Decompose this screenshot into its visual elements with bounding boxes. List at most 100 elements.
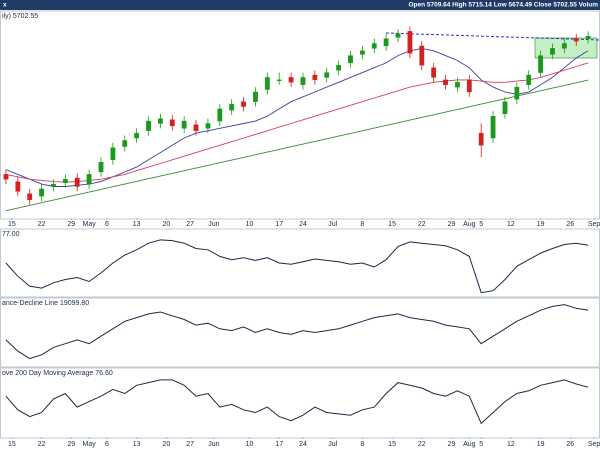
x-tick-label: 10 [246, 441, 254, 448]
candle-body [407, 31, 413, 54]
candle-body [288, 77, 294, 83]
candle-body [419, 45, 425, 66]
candle-body [455, 82, 460, 88]
x-tick-label: 17 [275, 221, 283, 228]
candle-body [336, 65, 342, 71]
candle-body [359, 50, 365, 55]
candle-body [514, 86, 520, 100]
moving-average [5, 62, 589, 183]
candle-body [573, 38, 579, 42]
x-tick-label: 13 [133, 221, 141, 228]
x-tick-label: 15 [8, 221, 16, 228]
x-tick-label: 27 [186, 221, 194, 228]
x-tick-label: 5 [479, 441, 483, 448]
panel-title: ily) 5702.55 [2, 13, 38, 20]
x-tick-label: 24 [299, 441, 307, 448]
candle-body [39, 188, 44, 197]
panel-title: ove 200 Day Moving Average 76.60 [2, 370, 113, 377]
x-tick-label: 17 [275, 441, 283, 448]
trend-line [385, 32, 600, 41]
x-tick-label: 5 [479, 221, 483, 228]
candle-body [205, 123, 211, 129]
candle-body [253, 91, 258, 102]
candle-body [15, 181, 21, 192]
x-tick-label: 10 [246, 221, 254, 228]
x-tick-label: 29 [67, 221, 75, 228]
candle-body [324, 72, 330, 78]
candle-body [3, 174, 9, 180]
x-tick-label: 15 [388, 221, 396, 228]
x-tick-label: 13 [133, 441, 141, 448]
candle-body [169, 119, 175, 127]
candle-body [134, 132, 140, 139]
candle-body [561, 43, 567, 49]
candle-body [466, 79, 472, 93]
x-tick-label: 24 [299, 221, 307, 228]
x-tick-label: 26 [566, 221, 574, 228]
indicator-line [5, 379, 589, 425]
candle-body [110, 147, 116, 161]
x-tick-label: 15 [388, 441, 396, 448]
candle-body [241, 101, 246, 107]
panel-frame [0, 297, 600, 368]
candle-body [264, 77, 270, 90]
x-tick-label: 15 [8, 441, 16, 448]
candle-body [478, 132, 484, 146]
x-tick-label: 19 [537, 441, 545, 448]
x-tick-label: Jun [208, 441, 219, 448]
x-tick-label: 8 [360, 221, 364, 228]
moving-average [5, 79, 589, 212]
x-tick-label: 6 [105, 441, 109, 448]
x-tick-label: Aug [463, 221, 476, 228]
candle-body [395, 33, 401, 38]
candle-body [276, 79, 282, 81]
candle-body [502, 101, 508, 114]
indicator-line [5, 239, 589, 294]
x-tick-label: 19 [537, 221, 545, 228]
candle-body [74, 177, 80, 187]
candle-body [122, 140, 128, 147]
x-tick-label: 12 [507, 221, 515, 228]
x-tick-label: 29 [448, 221, 456, 228]
candle-body [550, 48, 555, 55]
x-tick-label: Sep [588, 441, 600, 448]
x-tick-label: 29 [448, 441, 456, 448]
header-quote: Open 5709.64 High 5715.14 Low 5674.49 Cl… [408, 2, 598, 9]
candle-body [431, 67, 437, 78]
x-tick-label: 8 [360, 441, 364, 448]
candle-body [300, 77, 306, 85]
candle-body [62, 179, 68, 184]
x-tick-label: 20 [162, 221, 170, 228]
x-tick-label: 26 [566, 441, 574, 448]
panel-title: ance-Decline Line 19099.80 [2, 300, 89, 307]
x-tick-label: 27 [186, 441, 194, 448]
candle-body [348, 55, 353, 64]
x-tick-label: 29 [67, 441, 75, 448]
candle-body [383, 38, 389, 47]
candle-body [86, 174, 92, 185]
panel-frame [0, 228, 600, 298]
x-tick-label: Jul [328, 441, 337, 448]
candle-body [443, 79, 448, 85]
panel-frame [0, 10, 600, 220]
candle-body [51, 183, 56, 187]
x-tick-label: May [82, 221, 96, 228]
x-tick-label: 22 [38, 441, 46, 448]
candle-body [98, 162, 104, 173]
candle-body [27, 193, 33, 201]
x-tick-label: Jul [328, 221, 337, 228]
x-tick-label: 20 [162, 441, 170, 448]
candle-body [157, 118, 163, 124]
candle-body [538, 55, 543, 73]
x-tick-label: Jun [208, 221, 219, 228]
panel-frame [0, 367, 600, 439]
candle-body [193, 124, 199, 131]
candle-body [526, 74, 532, 85]
candle-body [490, 116, 496, 139]
candle-body [585, 36, 591, 39]
candle-body [181, 120, 187, 129]
close-icon[interactable]: x [3, 2, 7, 9]
moving-average [5, 47, 589, 187]
candle-body [229, 103, 235, 111]
